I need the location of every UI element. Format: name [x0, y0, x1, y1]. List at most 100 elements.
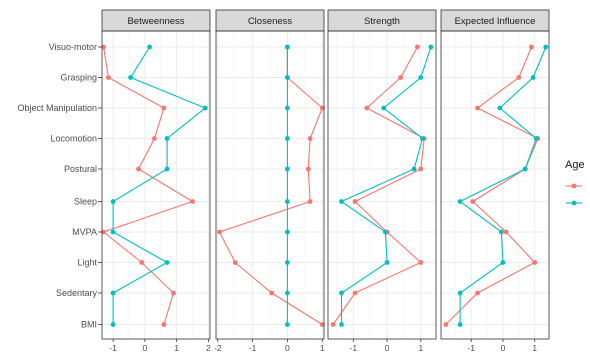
data-point	[532, 260, 538, 265]
series-line	[445, 46, 539, 325]
x-tick-label: 2	[206, 343, 211, 353]
data-point	[339, 322, 344, 327]
data-point	[499, 229, 504, 235]
data-point	[147, 44, 153, 50]
series-line	[102, 46, 194, 325]
data-point	[161, 322, 167, 327]
x-tick-label: 0	[143, 343, 148, 353]
panel: Expected Influence -1 0 1	[440, 9, 550, 353]
x-tick-label: -1	[350, 343, 358, 353]
facet-title: Strength	[364, 16, 400, 27]
y-tick-label: Sleep	[74, 197, 97, 207]
data-point	[110, 199, 116, 204]
data-point	[415, 44, 420, 50]
data-point	[339, 290, 344, 296]
x-tick-label: -1	[249, 343, 257, 353]
data-point	[285, 75, 290, 80]
facet-title: Expected Influence	[455, 16, 536, 27]
data-point	[136, 166, 141, 172]
data-point	[457, 290, 463, 296]
data-point	[443, 322, 449, 327]
data-point	[383, 229, 388, 235]
y-tick-label: Postural	[64, 164, 97, 174]
data-point	[330, 322, 336, 327]
data-point	[543, 44, 549, 50]
x-tick-label: -2	[214, 343, 222, 353]
x-tick-label: 1	[174, 343, 179, 353]
data-point	[171, 290, 176, 296]
x-tick-label: 1	[320, 343, 325, 353]
x-tick-label: 1	[532, 343, 537, 353]
facet-title: Betweenness	[127, 16, 184, 27]
facet-panels: Betweenness -1 0 1 2 Closeness -2 -1 0 1 Strength -…	[101, 9, 550, 353]
data-point	[319, 105, 325, 111]
data-point	[420, 136, 425, 141]
data-point	[285, 166, 290, 172]
panel-border	[440, 30, 550, 340]
data-point	[106, 75, 111, 80]
x-tick-label: 0	[385, 343, 390, 353]
data-point	[152, 136, 157, 141]
data-point	[381, 105, 387, 111]
panel: Betweenness -1 0 1 2	[101, 9, 211, 353]
data-point	[418, 75, 424, 80]
y-axis-labels: Visuo-motor Grasping Object Manipulation Lo…	[17, 42, 102, 330]
y-tick-label: Visuo-motor	[49, 42, 97, 52]
data-point	[164, 136, 170, 141]
data-point	[110, 322, 116, 327]
panel-border	[327, 30, 437, 340]
data-point	[164, 166, 170, 172]
y-tick-label: BMI	[81, 320, 97, 330]
data-point	[457, 199, 463, 204]
x-tick-label: 1	[418, 343, 423, 353]
data-point	[457, 322, 463, 327]
series-line	[112, 46, 207, 325]
data-point	[364, 105, 370, 111]
panel-border	[101, 30, 211, 340]
y-tick-label: Object Manipulation	[17, 103, 97, 113]
legend-title: Age	[565, 159, 585, 171]
data-point	[529, 44, 534, 50]
data-point	[418, 260, 424, 265]
data-point	[503, 229, 509, 235]
facet-title: Closeness	[248, 16, 293, 27]
data-point	[307, 136, 313, 141]
data-point	[285, 105, 290, 111]
series-line	[218, 47, 323, 325]
data-point	[516, 75, 522, 80]
x-tick-label: -1	[467, 343, 475, 353]
data-point	[285, 290, 290, 296]
data-point	[190, 199, 195, 204]
data-point	[319, 322, 325, 327]
data-point	[305, 166, 311, 172]
data-point	[285, 322, 290, 327]
y-tick-label: MVPA	[72, 227, 97, 237]
data-point	[307, 199, 313, 204]
data-point	[339, 199, 344, 204]
data-point	[128, 75, 134, 80]
data-point	[352, 199, 358, 204]
data-point	[500, 260, 506, 265]
data-point	[470, 199, 476, 204]
data-point	[533, 136, 539, 141]
data-point	[285, 199, 290, 204]
data-point	[428, 44, 434, 50]
y-tick-label: Grasping	[60, 73, 97, 83]
data-point	[164, 260, 170, 265]
data-point	[475, 290, 480, 296]
series-line	[340, 46, 432, 325]
data-point	[110, 229, 116, 235]
data-point	[398, 75, 403, 80]
data-point	[522, 166, 528, 172]
data-point	[285, 44, 290, 50]
panel: Strength -1 0 1	[327, 9, 437, 353]
y-tick-label: Sedentary	[56, 288, 98, 298]
series-line	[332, 46, 425, 325]
data-point	[475, 105, 480, 111]
data-point	[530, 75, 536, 80]
data-point	[110, 290, 116, 296]
y-tick-label: Light	[77, 258, 97, 268]
data-point	[411, 166, 417, 172]
data-point	[269, 290, 275, 296]
data-point	[161, 105, 167, 111]
